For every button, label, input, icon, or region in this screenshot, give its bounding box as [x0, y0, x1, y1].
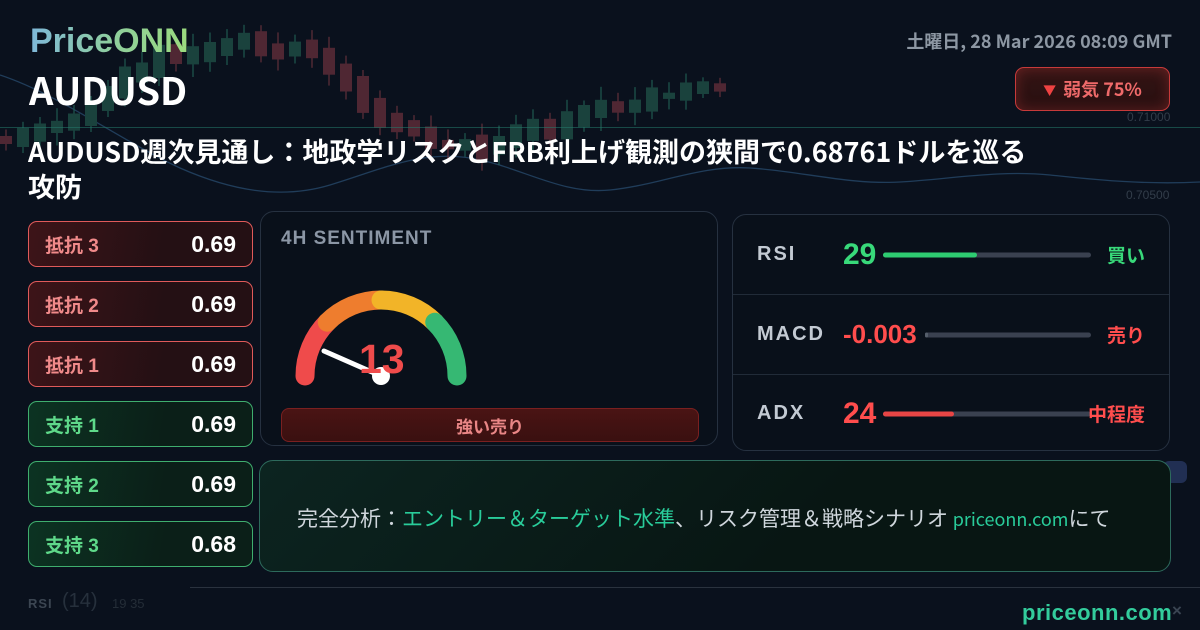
svg-text:0.71000: 0.71000 [1127, 110, 1171, 124]
svg-text:0.70500: 0.70500 [1126, 188, 1170, 202]
